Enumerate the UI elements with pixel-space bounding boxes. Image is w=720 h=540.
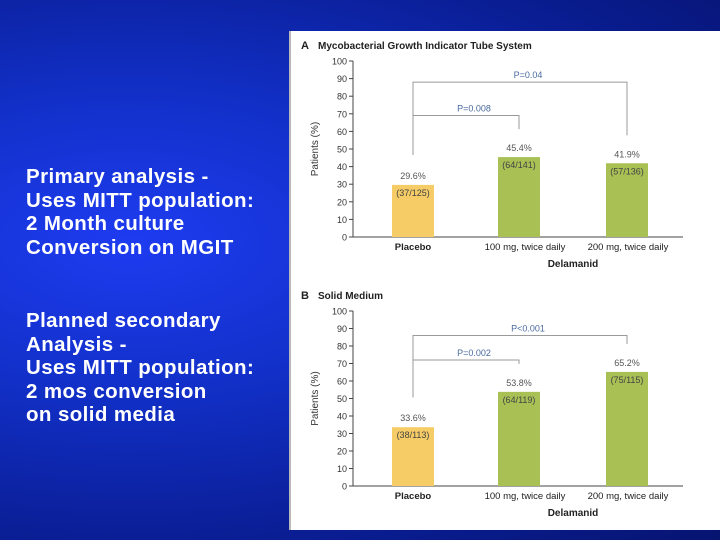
panel-letter: B — [301, 290, 309, 302]
bar-count-label: (37/125) — [396, 188, 430, 198]
bar-value-label: 53.8% — [506, 378, 532, 388]
y-tick-label: 30 — [337, 180, 347, 190]
comparison-bracket — [412, 335, 628, 398]
text-line: on solid media — [26, 403, 176, 426]
y-tick-label: 10 — [337, 215, 347, 225]
text-line: Uses MITT population: — [26, 188, 255, 212]
y-tick-label: 40 — [337, 412, 347, 422]
y-axis-label: Patients (%) — [310, 122, 321, 176]
y-tick-label: 90 — [337, 74, 347, 84]
text-line: 2 mos conversion — [26, 379, 207, 403]
y-tick-label: 40 — [337, 162, 347, 172]
bar-value-label: 65.2% — [614, 358, 640, 368]
primary-analysis-text: Primary analysis - Uses MITT population:… — [26, 165, 254, 259]
y-tick-label: 70 — [337, 359, 347, 369]
bar-value-label: 41.9% — [614, 149, 640, 159]
y-tick-label: 70 — [337, 109, 347, 119]
y-tick-label: 30 — [337, 429, 347, 439]
text-line: Planned secondary — [26, 309, 221, 332]
y-tick-label: 80 — [337, 92, 347, 102]
y-tick-label: 100 — [332, 307, 347, 317]
panel-title: Solid Medium — [318, 291, 383, 302]
bar-value-label: 29.6% — [400, 171, 426, 181]
y-tick-label: 0 — [342, 233, 347, 243]
bar-count-label: (38/113) — [397, 430, 430, 440]
text-line: Uses MITT population: — [26, 356, 255, 379]
comparison-bracket — [412, 115, 520, 155]
x-axis-group-label: Delamanid — [548, 508, 599, 519]
x-category-label: 200 mg, twice daily — [588, 491, 669, 502]
y-tick-label: 100 — [332, 57, 347, 67]
p-value-label: P=0.008 — [457, 104, 491, 114]
comparison-bracket — [412, 359, 520, 398]
text-line: Conversion on MGIT — [26, 235, 234, 259]
y-tick-label: 20 — [337, 197, 347, 207]
text-line: 2 Month culture — [26, 212, 185, 235]
y-tick-label: 50 — [337, 394, 347, 404]
bar-placebo — [392, 427, 434, 486]
x-category-label: Placebo — [395, 491, 432, 502]
chart-figure: A Mycobacterial Growth Indicator Tube Sys… — [289, 31, 720, 530]
y-tick-label: 90 — [337, 324, 347, 334]
x-axis-group-label: Delamanid — [548, 259, 599, 270]
bar-delamanid — [498, 157, 540, 237]
y-tick-label: 20 — [337, 447, 347, 457]
bar-value-label: 45.4% — [506, 143, 532, 153]
y-tick-label: 50 — [337, 145, 347, 155]
bar-count-label: (64/119) — [503, 395, 536, 405]
text-line: Primary analysis - — [26, 165, 209, 188]
x-category-label: Placebo — [395, 242, 432, 253]
secondary-analysis-text: Planned secondary Analysis - Uses MITT p… — [26, 309, 254, 427]
chart-canvas: A Mycobacterial Growth Indicator Tube Sys… — [301, 40, 683, 519]
bar-delamanid — [606, 371, 648, 486]
bar-delamanid — [606, 163, 648, 237]
bar-count-label: (75/115) — [611, 375, 644, 385]
text-line: Analysis - — [26, 332, 127, 356]
y-tick-label: 60 — [337, 377, 347, 387]
bar-count-label: (64/141) — [502, 160, 536, 170]
y-axis-label: Patients (%) — [310, 371, 321, 425]
p-value-label: P=0.04 — [514, 70, 543, 80]
y-tick-label: 80 — [337, 342, 347, 352]
y-tick-label: 0 — [342, 482, 347, 492]
bar-value-label: 33.6% — [400, 413, 426, 423]
panel-letter: A — [301, 40, 309, 52]
x-category-label: 200 mg, twice daily — [588, 242, 669, 253]
x-category-label: 100 mg, twice daily — [485, 491, 566, 502]
bar-delamanid — [498, 391, 540, 486]
p-value-label: P=0.002 — [457, 348, 491, 358]
panel-title: Mycobacterial Growth Indicator Tube Syst… — [318, 41, 532, 52]
bar-count-label: (57/136) — [610, 166, 644, 176]
y-tick-label: 10 — [337, 464, 347, 474]
p-value-label: P<0.001 — [511, 324, 545, 334]
bar-placebo — [392, 184, 434, 237]
y-tick-label: 60 — [337, 127, 347, 137]
x-category-label: 100 mg, twice daily — [485, 242, 566, 253]
